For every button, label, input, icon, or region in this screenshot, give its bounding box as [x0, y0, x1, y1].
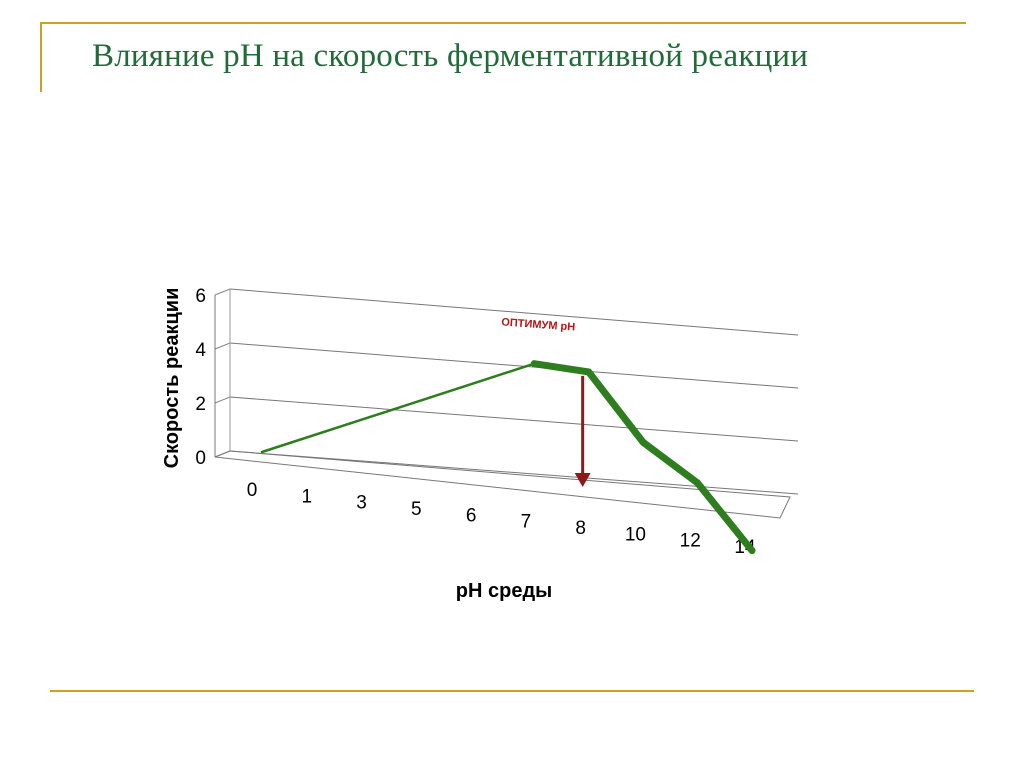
series-segment	[260, 362, 536, 454]
frame-left-line	[40, 22, 42, 92]
x-tick-label: 3	[356, 493, 367, 514]
x-tick-label: 5	[411, 499, 422, 520]
y-axis-title: Скорость реакции	[161, 288, 183, 469]
x-tick-label: 6	[466, 505, 477, 526]
series-segment	[585, 368, 647, 446]
y-tick-label: 0	[195, 448, 206, 469]
optimum-arrow-head	[574, 473, 591, 487]
series-layer	[260, 360, 756, 555]
series-segment	[694, 479, 756, 555]
x-tick-label: 1	[301, 486, 312, 507]
gridline-side-6	[214, 288, 231, 296]
gridline-side-4	[214, 342, 231, 350]
floor-plate	[214, 450, 791, 519]
slide-title: Влияние pH на скорость ферментативной ре…	[92, 38, 809, 74]
x-tick-label: 8	[575, 518, 586, 539]
gridline-6	[229, 288, 799, 336]
x-tick-label: 0	[247, 480, 258, 501]
x-tick-label: 12	[680, 531, 701, 552]
x-axis-title: pH среды	[456, 580, 552, 602]
optimum-label: ОПТИМУМ pH	[501, 316, 576, 333]
series-segment	[639, 438, 702, 487]
y-tick-label: 2	[195, 394, 206, 415]
series-segment	[530, 360, 593, 376]
x-tick-label: 7	[521, 512, 532, 533]
y-tick-label: 6	[195, 286, 206, 307]
grid-layer	[214, 288, 799, 519]
y-tick-labels: 0 2 4 6	[195, 286, 206, 469]
annotation-layer: ОПТИМУМ pH	[501, 316, 591, 487]
frame-bottom-line	[50, 690, 974, 692]
gridline-2	[229, 396, 799, 442]
x-tick-labels: 0 1 3 5 6 7 8 10 12 14	[247, 480, 756, 558]
gridline-side-2	[214, 396, 231, 404]
x-tick-label: 10	[625, 524, 646, 545]
frame-top-line	[40, 22, 966, 24]
y-tick-label: 4	[195, 340, 206, 361]
gridline-0	[229, 450, 799, 495]
gridline-4	[229, 342, 799, 389]
